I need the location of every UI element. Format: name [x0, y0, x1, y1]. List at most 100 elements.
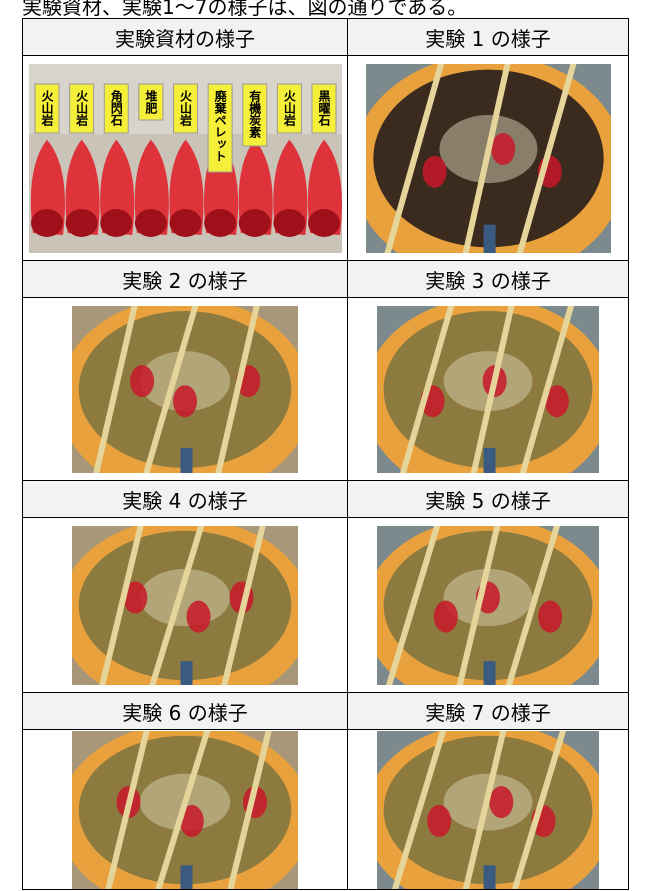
photo-row	[22, 297, 629, 481]
caption-cell: 実験 7 の様子	[347, 692, 629, 730]
red-bag	[489, 785, 514, 818]
red-bag	[179, 804, 204, 837]
photo-label: 火山岩	[178, 89, 192, 126]
red-bag	[544, 384, 569, 417]
pipe	[483, 224, 496, 253]
bag-content	[134, 208, 167, 237]
red-bag	[433, 600, 458, 633]
label-card	[241, 83, 267, 146]
bamboo-stick	[399, 305, 455, 473]
intro-text: 実験資材、実験1～7の様子は、図の通りである。	[22, 0, 468, 19]
photo-label: 堆肥	[143, 88, 157, 114]
red-bag	[427, 804, 452, 837]
photo-cell	[347, 297, 629, 481]
photo-label: 角閃石	[109, 88, 123, 126]
red-bag	[538, 600, 563, 633]
bamboo-stick	[215, 305, 260, 473]
red-bag	[490, 132, 515, 165]
photo-cell	[347, 517, 629, 693]
red-bag	[422, 155, 447, 188]
photo-row	[22, 517, 629, 693]
bag-content	[307, 208, 340, 237]
label-card	[137, 83, 163, 120]
photo	[72, 525, 298, 685]
photo-label: 火山岩	[282, 89, 296, 126]
foam	[139, 350, 231, 411]
label-card	[172, 83, 198, 133]
photo-label: 黒曜石	[317, 89, 331, 126]
bag-content	[65, 208, 98, 237]
pipe	[180, 864, 193, 889]
red-bag	[186, 600, 211, 633]
bamboo-stick	[155, 730, 211, 889]
label-card	[311, 83, 336, 133]
photo-cell	[347, 55, 629, 261]
header-row: 実験 4 の様子 実験 5 の様子	[22, 480, 629, 518]
photo-label: 火山岩	[40, 89, 54, 126]
bamboo-stick	[105, 730, 150, 889]
photo-cell	[22, 297, 348, 481]
pipe	[483, 864, 496, 889]
bag-content	[203, 208, 236, 237]
photo	[377, 525, 599, 685]
red-bag	[130, 364, 155, 397]
bamboo-stick	[470, 305, 515, 473]
bamboo-stick	[511, 730, 567, 889]
photo-cell	[347, 729, 629, 890]
red-bag	[123, 581, 148, 614]
bag-content	[238, 208, 271, 237]
bag-content	[169, 208, 201, 237]
label-card	[276, 83, 302, 133]
pipe	[483, 660, 496, 685]
header-row: 実験 6 の様子 実験 7 の様子	[22, 692, 629, 730]
pipe	[483, 447, 496, 473]
header-row: 実験 2 の様子 実験 3 の様子	[22, 260, 629, 298]
bamboo-stick	[505, 525, 561, 685]
bag-content	[30, 208, 63, 237]
caption-cell: 実験 6 の様子	[22, 692, 348, 730]
pipe	[180, 660, 193, 685]
bag-content	[99, 208, 132, 237]
caption-cell: 実験 4 の様子	[22, 480, 348, 518]
photo	[377, 305, 599, 473]
bamboo-stick	[221, 525, 266, 685]
photo	[365, 63, 611, 253]
caption-cell: 実験 5 の様子	[347, 480, 629, 518]
bamboo-stick	[519, 305, 575, 473]
caption-cell: 実験 3 の様子	[347, 260, 629, 298]
bamboo-stick	[143, 305, 199, 473]
caption-cell: 実験資材の様子	[22, 18, 348, 56]
photo-label: 火山岩	[74, 89, 88, 126]
pipe	[180, 447, 193, 473]
bamboo-stick	[462, 63, 511, 253]
label-card	[68, 83, 94, 133]
bag-content	[272, 208, 305, 237]
bamboo-stick	[93, 305, 138, 473]
label-card	[34, 83, 59, 133]
bamboo-stick	[462, 730, 507, 889]
photo-cell	[22, 517, 348, 693]
header-row: 実験資材の様子 実験 1 の様子	[22, 18, 629, 56]
photo-row: 火山岩 火山岩 角閃石 堆肥 火山岩 廃棄ペレット 有機炭素 火山岩 黒曜石	[22, 55, 629, 261]
bamboo-stick	[383, 63, 444, 253]
photo: 火山岩 火山岩 角閃石 堆肥 火山岩 廃棄ペレット 有機炭素 火山岩 黒曜石	[28, 63, 342, 253]
photo-table: 実験資材の様子 実験 1 の様子 火山岩 火山岩 角閃石 堆肥 火山岩 廃棄ペレット 有機炭素火…	[22, 18, 629, 890]
photo-label: 廃棄ペレット	[213, 88, 227, 161]
photo-cell	[22, 729, 348, 890]
bamboo-stick	[227, 730, 272, 889]
photo-cell: 火山岩 火山岩 角閃石 堆肥 火山岩 廃棄ペレット 有機炭素 火山岩 黒曜石	[22, 55, 348, 261]
bamboo-stick	[99, 525, 144, 685]
bamboo-stick	[391, 730, 447, 889]
red-bag	[173, 384, 197, 417]
photo-label: 有機炭素	[247, 88, 261, 138]
label-card	[207, 83, 233, 172]
caption-cell: 実験 2 の様子	[22, 260, 348, 298]
bamboo-stick	[456, 525, 501, 685]
photo	[72, 730, 298, 889]
bamboo-stick	[385, 525, 441, 685]
bamboo-stick	[516, 63, 577, 253]
photo-row	[22, 729, 629, 890]
photo	[72, 305, 298, 473]
caption-cell: 実験 1 の様子	[347, 18, 629, 56]
